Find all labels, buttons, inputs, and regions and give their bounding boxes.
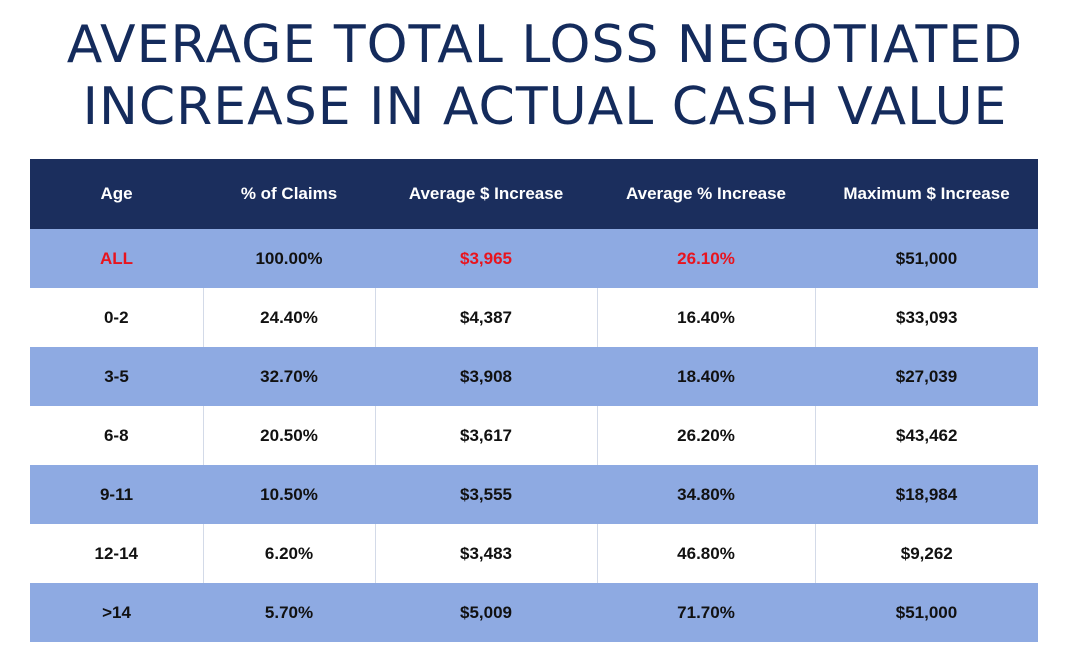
cell-avg-dollar: $3,555 bbox=[375, 465, 597, 524]
cell-max-dollar: $27,039 bbox=[815, 347, 1038, 406]
cell-max-dollar: $33,093 bbox=[814, 288, 1038, 347]
cell-max-dollar: $9,262 bbox=[814, 524, 1038, 583]
header-avg-dollar-increase: Average $ Increase bbox=[375, 159, 597, 229]
table-row-all: ALL 100.00% $3,965 26.10% $51,000 bbox=[30, 229, 1038, 288]
cell-pct-claims: 100.00% bbox=[203, 229, 375, 288]
cell-max-dollar: $51,000 bbox=[815, 583, 1038, 642]
table-row: 12-14 6.20% $3,483 46.80% $9,262 bbox=[30, 524, 1038, 583]
cell-avg-pct: 26.20% bbox=[596, 406, 815, 465]
cell-avg-pct: 34.80% bbox=[597, 465, 815, 524]
cell-pct-claims: 20.50% bbox=[202, 406, 375, 465]
header-max-dollar-increase: Maximum $ Increase bbox=[815, 159, 1038, 229]
data-table: Age % of Claims Average $ Increase Avera… bbox=[30, 159, 1038, 642]
header-avg-pct-increase: Average % Increase bbox=[597, 159, 815, 229]
table-header-row: Age % of Claims Average $ Increase Avera… bbox=[30, 159, 1038, 229]
cell-avg-dollar: $5,009 bbox=[375, 583, 597, 642]
cell-avg-dollar: $4,387 bbox=[374, 288, 597, 347]
cell-max-dollar: $43,462 bbox=[814, 406, 1038, 465]
cell-pct-claims: 32.70% bbox=[203, 347, 375, 406]
cell-avg-pct: 71.70% bbox=[597, 583, 815, 642]
cell-avg-pct: 46.80% bbox=[596, 524, 815, 583]
cell-age: >14 bbox=[30, 583, 203, 642]
cell-age: ALL bbox=[30, 229, 203, 288]
cell-avg-pct: 16.40% bbox=[596, 288, 815, 347]
header-pct-claims: % of Claims bbox=[203, 159, 375, 229]
cell-pct-claims: 5.70% bbox=[203, 583, 375, 642]
table-row: 3-5 32.70% $3,908 18.40% $27,039 bbox=[30, 347, 1038, 406]
cell-pct-claims: 6.20% bbox=[202, 524, 375, 583]
cell-age: 12-14 bbox=[30, 524, 203, 583]
table-row: 6-8 20.50% $3,617 26.20% $43,462 bbox=[30, 406, 1038, 465]
table-row: 0-2 24.40% $4,387 16.40% $33,093 bbox=[30, 288, 1038, 347]
title-line-1: AVERAGE TOTAL LOSS NEGOTIATED bbox=[66, 15, 1024, 75]
cell-pct-claims: 24.40% bbox=[202, 288, 375, 347]
header-age: Age bbox=[30, 159, 203, 229]
cell-avg-pct: 26.10% bbox=[597, 229, 815, 288]
cell-avg-dollar: $3,617 bbox=[374, 406, 597, 465]
cell-age: 6-8 bbox=[30, 406, 203, 465]
page-title: AVERAGE TOTAL LOSS NEGOTIATED INCREASE I… bbox=[0, 14, 1090, 138]
table-row: 9-11 10.50% $3,555 34.80% $18,984 bbox=[30, 465, 1038, 524]
cell-pct-claims: 10.50% bbox=[203, 465, 375, 524]
cell-max-dollar: $18,984 bbox=[815, 465, 1038, 524]
cell-age: 3-5 bbox=[30, 347, 203, 406]
cell-age: 9-11 bbox=[30, 465, 203, 524]
cell-avg-dollar: $3,483 bbox=[374, 524, 597, 583]
title-line-2: INCREASE IN ACTUAL CASH VALUE bbox=[82, 77, 1008, 137]
cell-avg-dollar: $3,965 bbox=[375, 229, 597, 288]
table-row: >14 5.70% $5,009 71.70% $51,000 bbox=[30, 583, 1038, 642]
cell-avg-pct: 18.40% bbox=[597, 347, 815, 406]
cell-age: 0-2 bbox=[30, 288, 203, 347]
cell-avg-dollar: $3,908 bbox=[375, 347, 597, 406]
cell-max-dollar: $51,000 bbox=[815, 229, 1038, 288]
